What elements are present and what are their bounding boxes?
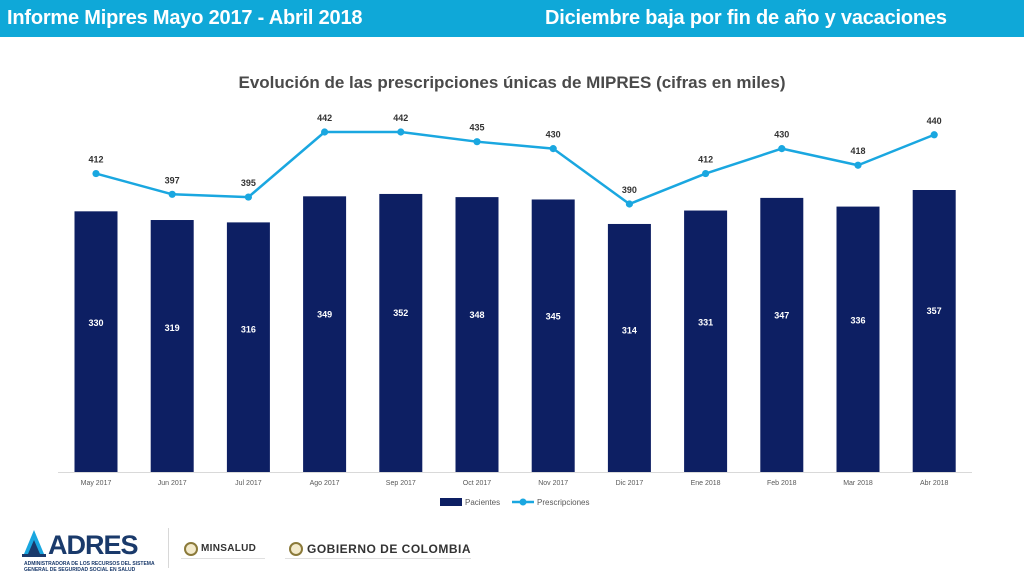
line-value-label: 397 xyxy=(165,175,180,185)
x-tick-label: Dic 2017 xyxy=(616,480,644,487)
minsalud-text: MINSALUD xyxy=(201,543,257,554)
bar-value-label: 319 xyxy=(165,323,180,333)
x-tick-label: Jun 2017 xyxy=(158,480,187,487)
line-value-label: 390 xyxy=(622,185,637,195)
bar xyxy=(912,190,956,472)
line-point xyxy=(930,131,938,139)
bar xyxy=(684,210,728,472)
bar-value-label: 336 xyxy=(850,315,865,325)
bar-value-label: 347 xyxy=(774,310,789,320)
line-point xyxy=(854,161,862,169)
bar-value-label: 330 xyxy=(88,318,103,328)
bar xyxy=(150,220,194,472)
x-tick-label: Nov 2017 xyxy=(538,480,568,487)
x-tick-label: Jul 2017 xyxy=(235,480,262,487)
bar xyxy=(455,197,499,472)
x-tick-label: May 2017 xyxy=(81,480,112,487)
header-bar: Informe Mipres Mayo 2017 - Abril 2018 Di… xyxy=(0,0,1024,37)
bar xyxy=(379,193,423,472)
line-value-label: 412 xyxy=(698,155,713,165)
line-value-label: 440 xyxy=(927,116,942,126)
x-tick-label: Feb 2018 xyxy=(767,480,797,487)
coat-of-arms-icon xyxy=(184,542,198,556)
line-point xyxy=(168,190,176,198)
x-tick-label: Ene 2018 xyxy=(691,480,721,487)
bar-value-label: 331 xyxy=(698,318,713,328)
bar xyxy=(303,196,347,472)
bar-value-label: 348 xyxy=(469,310,484,320)
legend-label: Pacientes xyxy=(465,498,500,507)
x-tick-label: Sep 2017 xyxy=(386,480,416,487)
legend-swatch-marker xyxy=(519,498,527,506)
line-value-label: 395 xyxy=(241,178,256,188)
bar-value-label: 314 xyxy=(622,325,637,335)
bar-value-label: 345 xyxy=(546,311,561,321)
line-value-label: 430 xyxy=(774,130,789,140)
adres-logo-icon xyxy=(22,530,46,557)
bar xyxy=(836,206,880,472)
adres-logo-name: ADRES xyxy=(48,530,139,560)
line-value-label: 442 xyxy=(317,113,332,123)
labels-layer: 330 May 2017 319 Jun 2017 316 Jul 2017 349 Ago … xyxy=(81,113,949,487)
header-title-right: Diciembre baja por fin de año y vacacion… xyxy=(545,7,947,29)
line-layer xyxy=(92,128,938,208)
line-point xyxy=(778,145,786,153)
adres-logo-subtitle-2: GENERAL DE SEGURIDAD SOCIAL EN SALUD xyxy=(24,567,136,573)
line-point xyxy=(397,128,405,136)
x-tick-label: Oct 2017 xyxy=(463,480,492,487)
bars-layer xyxy=(58,190,972,473)
line-value-label: 435 xyxy=(469,123,484,133)
bar-value-label: 349 xyxy=(317,309,332,319)
bar-value-label: 352 xyxy=(393,308,408,318)
bar-value-label: 357 xyxy=(927,306,942,316)
chart-title: Evolución de las prescripciones únicas d… xyxy=(238,73,786,92)
line-point xyxy=(702,169,710,178)
bar xyxy=(226,222,270,472)
bar-value-label: 316 xyxy=(241,324,256,334)
line-value-label: 442 xyxy=(393,113,408,123)
footer-divider xyxy=(168,528,169,568)
x-tick-label: Mar 2018 xyxy=(843,480,873,487)
line-point xyxy=(473,138,481,146)
line-point xyxy=(549,145,557,153)
coat-of-arms-icon xyxy=(289,542,303,556)
bar xyxy=(74,211,118,472)
bar xyxy=(531,199,575,472)
bar xyxy=(760,197,804,472)
x-tick-label: Ago 2017 xyxy=(310,480,340,487)
line-point xyxy=(244,193,252,201)
x-tick-label: Abr 2018 xyxy=(920,480,949,487)
line-value-label: 418 xyxy=(850,146,865,156)
legend-label: Prescripciones xyxy=(537,498,589,507)
line-value-label: 412 xyxy=(88,155,103,165)
line-value-label: 430 xyxy=(546,130,561,140)
bar xyxy=(607,223,651,472)
adres-logo-subtitle-1: ADMINISTRADORA DE LOS RECURSOS DEL SISTE… xyxy=(24,561,155,567)
gobierno-logo: GOBIERNO DE COLOMBIA xyxy=(285,540,471,559)
legend-layer: Pacientes Prescripciones xyxy=(440,498,589,507)
header-title-left: Informe Mipres Mayo 2017 - Abril 2018 xyxy=(7,7,363,29)
line-point xyxy=(625,200,634,208)
line-point xyxy=(92,169,100,178)
legend-swatch-bar xyxy=(440,498,462,506)
line-series-prescripciones xyxy=(95,130,935,206)
line-point xyxy=(321,128,329,136)
gobierno-text: GOBIERNO DE COLOMBIA xyxy=(307,542,472,556)
minsalud-logo: MINSALUD xyxy=(181,540,265,559)
